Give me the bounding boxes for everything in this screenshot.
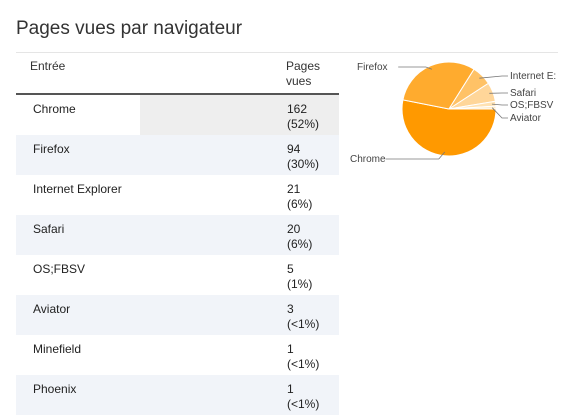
pie-label-internet-e-: Internet E:: [510, 71, 556, 82]
pie-label-chrome: Chrome: [350, 154, 386, 165]
row-value: 1 (<1%): [287, 382, 320, 411]
row-name: Chrome: [33, 102, 76, 116]
row-name: Firefox: [33, 142, 70, 156]
table-row[interactable]: Phoenix 1 (<1%): [16, 375, 339, 415]
table-row[interactable]: OS;FBSV 5 (1%): [16, 255, 339, 295]
pie-leader-line: [491, 103, 508, 106]
row-name: Internet Explorer: [33, 182, 122, 196]
table-header: Entrée Pages vues: [16, 53, 339, 95]
table-row[interactable]: Minefield 1 (<1%): [16, 335, 339, 375]
browser-table: Entrée Pages vues Chrome 162 (52%) Firefo…: [16, 53, 339, 415]
row-name: Safari: [33, 222, 65, 236]
pie-leader-line: [385, 151, 446, 160]
column-header-pageviews[interactable]: Pages vues: [286, 59, 321, 88]
row-value: 94 (30%): [287, 142, 320, 171]
table-row[interactable]: Chrome 162 (52%): [16, 95, 339, 135]
row-name: OS;FBSV: [33, 262, 86, 276]
pie-leader-line: [491, 107, 508, 119]
pie-slice-aviator[interactable]: [448, 105, 497, 110]
table-row[interactable]: Firefox 94 (30%): [16, 135, 339, 175]
table-row[interactable]: Internet Explorer 21 (6%): [16, 175, 339, 215]
row-name: Minefield: [33, 342, 82, 356]
row-name: Aviator: [33, 302, 71, 316]
page-title: Pages vues par navigateur: [16, 18, 243, 39]
title-divider: [16, 52, 558, 53]
row-value: 1 (<1%): [287, 342, 320, 371]
row-value: 20 (6%): [287, 222, 313, 251]
row-value: 162 (52%): [287, 102, 320, 131]
pie-chart: Chrome Firefox Internet E: Safari OS;FBSV Avi…: [340, 53, 560, 183]
row-value: 5 (1%): [287, 262, 313, 291]
row-value: 3 (<1%): [287, 302, 320, 331]
pie-label-os-fbsv: OS;FBSV: [510, 100, 554, 111]
table-row[interactable]: Aviator 3 (<1%): [16, 295, 339, 335]
pie-slice-chrome[interactable]: [401, 99, 497, 157]
row-name: Phoenix: [33, 382, 77, 396]
pie-label-safari: Safari: [510, 88, 536, 99]
pie-leader-line: [398, 66, 433, 70]
column-header-entry[interactable]: Entrée: [30, 59, 66, 73]
pie-label-aviator: Aviator: [510, 113, 542, 124]
pie-label-firefox: Firefox: [357, 62, 388, 73]
table-row[interactable]: Safari 20 (6%): [16, 215, 339, 255]
pie-leader-line: [479, 75, 508, 79]
row-highlight: [140, 95, 339, 135]
row-value: 21 (6%): [287, 182, 313, 211]
